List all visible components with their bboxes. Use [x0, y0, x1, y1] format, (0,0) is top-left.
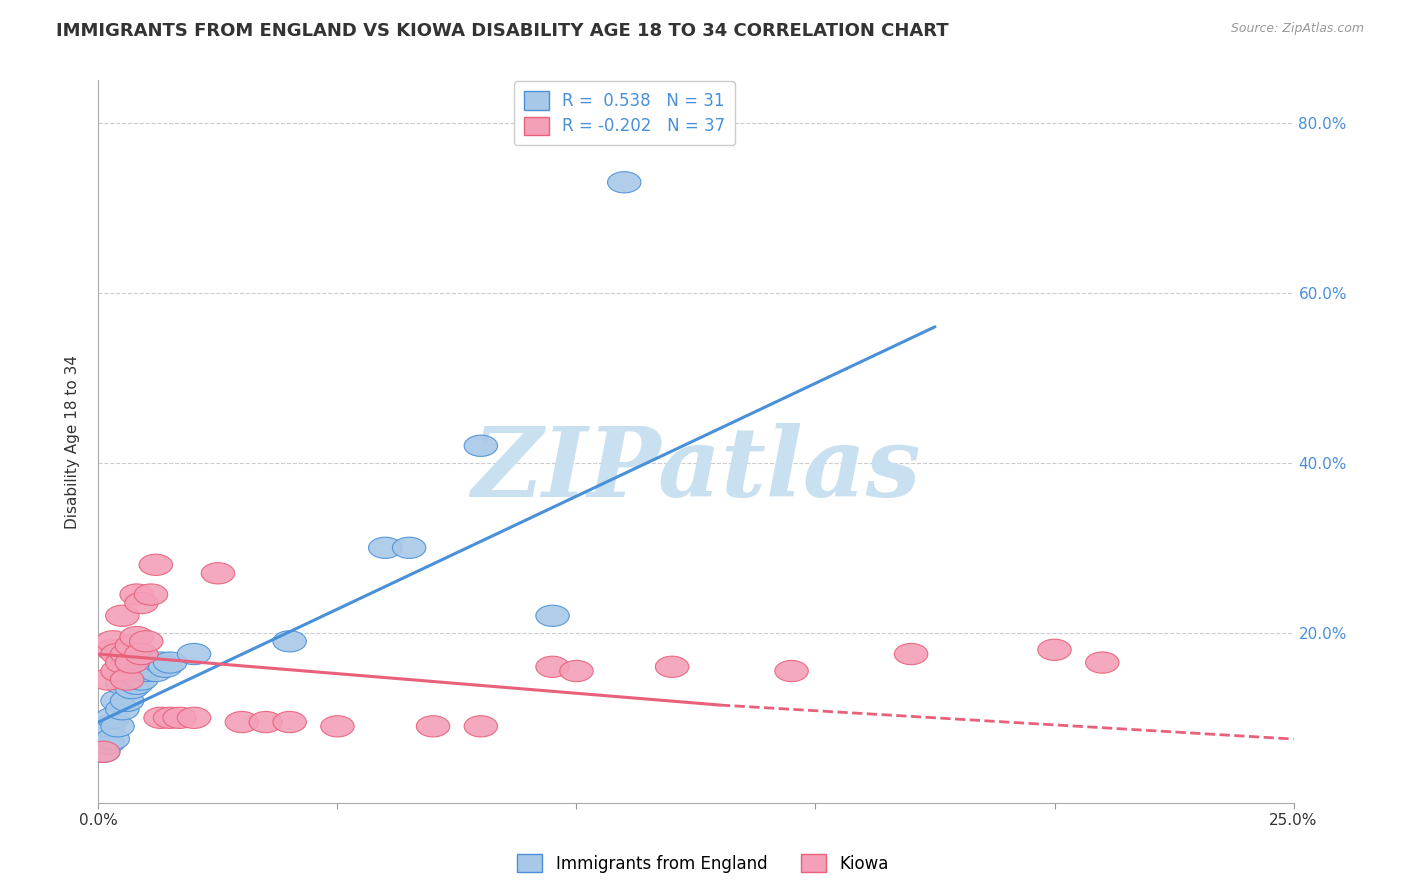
Ellipse shape [91, 669, 125, 690]
Ellipse shape [135, 584, 167, 605]
Ellipse shape [392, 537, 426, 558]
Ellipse shape [111, 690, 143, 712]
Ellipse shape [153, 707, 187, 729]
Ellipse shape [87, 741, 120, 763]
Ellipse shape [177, 707, 211, 729]
Ellipse shape [111, 643, 143, 665]
Ellipse shape [101, 660, 135, 681]
Ellipse shape [139, 660, 173, 681]
Ellipse shape [536, 605, 569, 626]
Ellipse shape [177, 643, 211, 665]
Ellipse shape [91, 715, 125, 737]
Ellipse shape [464, 435, 498, 457]
Ellipse shape [96, 729, 129, 749]
Ellipse shape [153, 652, 187, 673]
Ellipse shape [101, 643, 135, 665]
Ellipse shape [120, 584, 153, 605]
Ellipse shape [129, 652, 163, 673]
Text: ZIPatlas: ZIPatlas [471, 424, 921, 517]
Ellipse shape [560, 660, 593, 681]
Ellipse shape [91, 732, 125, 754]
Ellipse shape [125, 643, 159, 665]
Ellipse shape [249, 712, 283, 732]
Ellipse shape [96, 707, 129, 729]
Ellipse shape [139, 554, 173, 575]
Ellipse shape [894, 643, 928, 665]
Ellipse shape [775, 660, 808, 681]
Ellipse shape [120, 626, 153, 648]
Y-axis label: Disability Age 18 to 34: Disability Age 18 to 34 [65, 354, 80, 529]
Legend: R =  0.538   N = 31, R = -0.202   N = 37: R = 0.538 N = 31, R = -0.202 N = 37 [513, 81, 735, 145]
Ellipse shape [273, 631, 307, 652]
Ellipse shape [105, 673, 139, 694]
Ellipse shape [105, 605, 139, 626]
Ellipse shape [225, 712, 259, 732]
Ellipse shape [129, 631, 163, 652]
Ellipse shape [101, 690, 135, 712]
Ellipse shape [125, 669, 159, 690]
Ellipse shape [111, 669, 143, 690]
Ellipse shape [129, 660, 163, 681]
Ellipse shape [143, 707, 177, 729]
Ellipse shape [125, 592, 159, 614]
Ellipse shape [105, 698, 139, 720]
Ellipse shape [105, 652, 139, 673]
Ellipse shape [201, 563, 235, 584]
Ellipse shape [536, 657, 569, 677]
Ellipse shape [655, 657, 689, 677]
Ellipse shape [163, 707, 197, 729]
Ellipse shape [1038, 640, 1071, 660]
Text: Source: ZipAtlas.com: Source: ZipAtlas.com [1230, 22, 1364, 36]
Text: IMMIGRANTS FROM ENGLAND VS KIOWA DISABILITY AGE 18 TO 34 CORRELATION CHART: IMMIGRANTS FROM ENGLAND VS KIOWA DISABIL… [56, 22, 949, 40]
Ellipse shape [149, 657, 183, 677]
Ellipse shape [111, 669, 143, 690]
Ellipse shape [101, 715, 135, 737]
Ellipse shape [120, 660, 153, 681]
Ellipse shape [321, 715, 354, 737]
Ellipse shape [464, 715, 498, 737]
Ellipse shape [273, 712, 307, 732]
Ellipse shape [115, 677, 149, 698]
Ellipse shape [416, 715, 450, 737]
Ellipse shape [87, 741, 120, 763]
Legend: Immigrants from England, Kiowa: Immigrants from England, Kiowa [510, 847, 896, 880]
Ellipse shape [368, 537, 402, 558]
Ellipse shape [115, 635, 149, 657]
Ellipse shape [1085, 652, 1119, 673]
Ellipse shape [143, 652, 177, 673]
Ellipse shape [125, 657, 159, 677]
Ellipse shape [120, 673, 153, 694]
Ellipse shape [96, 631, 129, 652]
Ellipse shape [607, 171, 641, 193]
Ellipse shape [96, 640, 129, 660]
Ellipse shape [115, 665, 149, 686]
Ellipse shape [115, 652, 149, 673]
Ellipse shape [135, 657, 167, 677]
